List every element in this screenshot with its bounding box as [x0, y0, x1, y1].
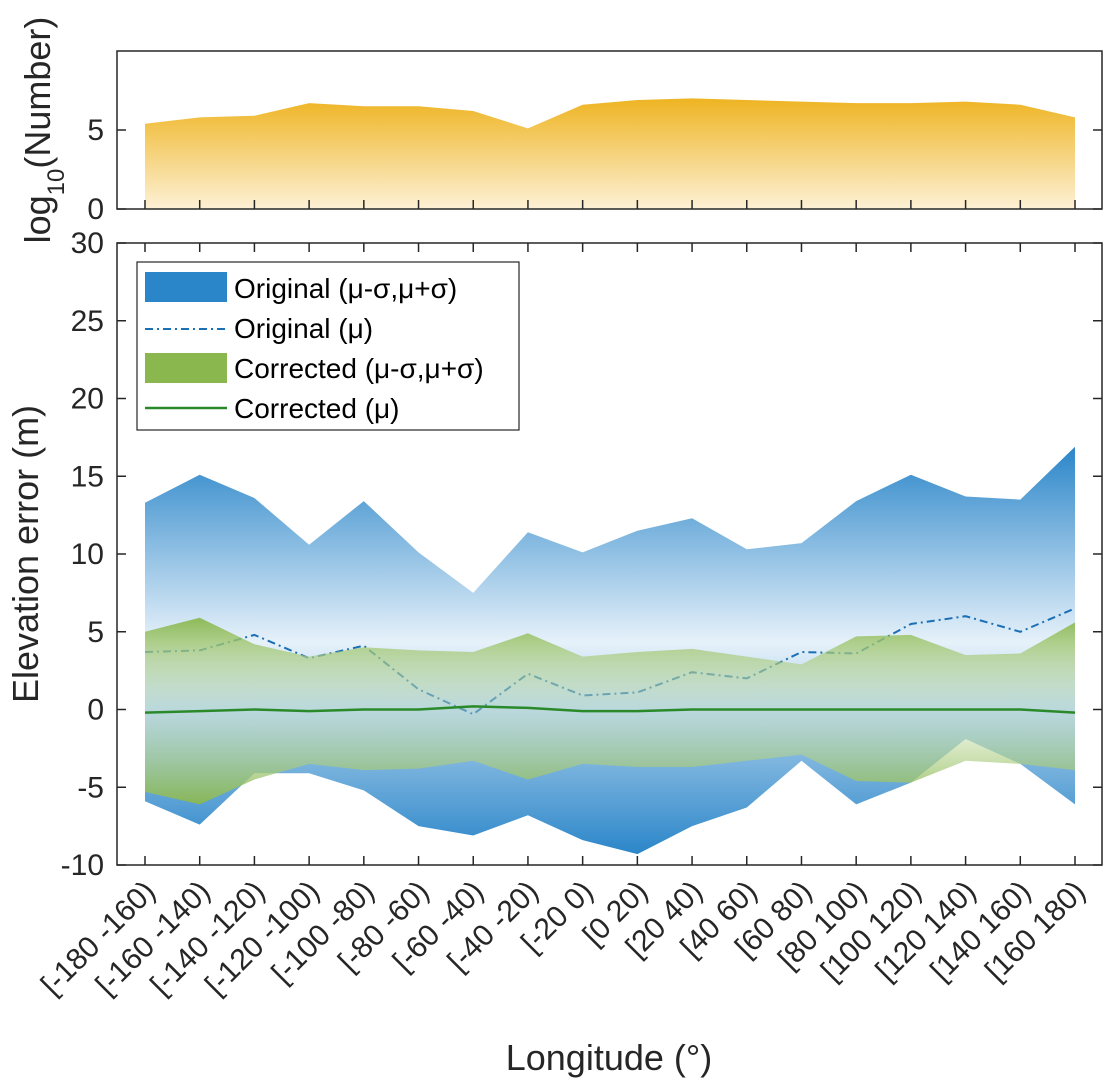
- elevation-y-axis-label: Elevation error (m): [5, 405, 46, 703]
- count-panel-frame: [116, 50, 1103, 210]
- corrected-mean-line: [144, 705, 1076, 714]
- elevation-error-series: [144, 446, 1076, 855]
- count-y-tick-label: 5: [87, 114, 104, 147]
- longitude-x-axis-label: Longitude (°): [506, 1037, 713, 1078]
- count-y-label-main: log: [17, 195, 58, 243]
- count-y-label-rest: (Number): [17, 17, 58, 169]
- elevation-y-tick-label: 20: [71, 383, 104, 416]
- legend-label-corrected-mean: Corrected (μ): [234, 393, 400, 424]
- elevation-y-tick-label: 15: [71, 460, 104, 493]
- count-y-label-sub: 10: [43, 169, 70, 196]
- count-y-tick-label: 0: [87, 193, 104, 226]
- legend-label-corrected-band: Corrected (μ-σ,μ+σ): [234, 353, 484, 384]
- count-y-axis: 05: [87, 114, 1102, 226]
- count-y-axis-label: log10(Number): [17, 17, 70, 244]
- elevation-y-tick-label: 0: [87, 694, 104, 727]
- legend-swatch-corrected-band: [145, 353, 227, 383]
- elevation-y-tick-label: -5: [77, 771, 104, 804]
- legend-swatch-original-band: [145, 272, 227, 302]
- legend: Original (μ-σ,μ+σ) Original (μ) Correcte…: [136, 261, 520, 431]
- elevation-y-tick-label: 5: [87, 616, 104, 649]
- elevation-y-tick-label: 25: [71, 305, 104, 338]
- elevation-y-axis: -10 -5 0 5 10 15 20 25 30: [61, 227, 1102, 882]
- legend-label-original-band: Original (μ-σ,μ+σ): [234, 273, 457, 304]
- count-panel: 05 log10(Number): [17, 17, 1103, 244]
- elevation-y-tick-label: 10: [71, 538, 104, 571]
- elevation-panel-frame: [116, 242, 1103, 866]
- count-area: [145, 98, 1075, 209]
- count-x-axis: [144, 200, 1076, 209]
- elevation-y-tick-label: -10: [61, 849, 104, 882]
- count-area-series: [145, 98, 1075, 209]
- legend-label-original-mean: Original (μ): [234, 313, 373, 344]
- elevation-y-tick-label: 30: [71, 227, 104, 260]
